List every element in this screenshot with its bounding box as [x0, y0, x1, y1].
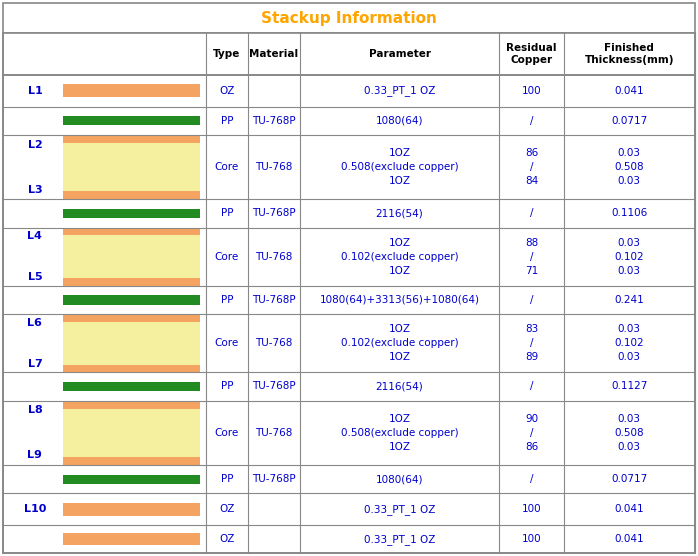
Text: 2116(54): 2116(54): [376, 208, 424, 219]
Text: L9: L9: [27, 450, 43, 460]
Bar: [3, 33, 695, 75]
Text: 100: 100: [521, 534, 542, 544]
Bar: [3, 3, 695, 33]
Text: 1OZ
0.102(exclude copper)
1OZ: 1OZ 0.102(exclude copper) 1OZ: [341, 238, 459, 276]
Bar: [3, 75, 695, 553]
Text: /: /: [530, 208, 533, 219]
Text: /: /: [530, 295, 533, 305]
Text: 1OZ
0.508(exclude copper)
1OZ: 1OZ 0.508(exclude copper) 1OZ: [341, 414, 459, 452]
Text: 0.33_PT_1 OZ: 0.33_PT_1 OZ: [364, 534, 436, 544]
Text: /: /: [530, 116, 533, 126]
Bar: [63, 365, 200, 373]
Bar: [63, 209, 200, 218]
Bar: [63, 295, 200, 305]
Text: Finished
Thickness(mm): Finished Thickness(mm): [584, 43, 674, 66]
Bar: [63, 409, 200, 457]
Text: OZ: OZ: [219, 504, 235, 514]
Text: L8: L8: [27, 405, 43, 415]
Text: Material: Material: [249, 49, 299, 59]
Text: PP: PP: [221, 381, 233, 391]
Bar: [63, 475, 200, 484]
Text: 1OZ
0.102(exclude copper)
1OZ: 1OZ 0.102(exclude copper) 1OZ: [341, 324, 459, 363]
Bar: [63, 382, 200, 391]
Text: 0.041: 0.041: [614, 504, 644, 514]
Text: Core: Core: [215, 338, 239, 348]
Text: TU-768P: TU-768P: [252, 208, 296, 219]
Text: Core: Core: [215, 162, 239, 172]
Text: 2116(54): 2116(54): [376, 381, 424, 391]
Text: 83
/
89: 83 / 89: [525, 324, 538, 363]
Text: 1080(64): 1080(64): [376, 474, 424, 484]
Text: L3: L3: [28, 185, 42, 195]
Bar: [63, 84, 200, 97]
Text: TU-768P: TU-768P: [252, 116, 296, 126]
Text: 0.0717: 0.0717: [611, 474, 647, 484]
Text: 0.1106: 0.1106: [611, 208, 647, 219]
Text: 1080(64)+3313(56)+1080(64): 1080(64)+3313(56)+1080(64): [320, 295, 480, 305]
Text: 0.0717: 0.0717: [611, 116, 647, 126]
Bar: [63, 191, 200, 199]
Text: 0.03
0.508
0.03: 0.03 0.508 0.03: [614, 414, 644, 452]
Text: 0.041: 0.041: [614, 534, 644, 544]
Text: PP: PP: [221, 208, 233, 219]
Text: TU-768P: TU-768P: [252, 474, 296, 484]
Text: 0.03
0.508
0.03: 0.03 0.508 0.03: [614, 148, 644, 186]
Text: TU-768: TU-768: [255, 428, 292, 438]
Text: TU-768: TU-768: [255, 338, 292, 348]
Text: TU-768P: TU-768P: [252, 381, 296, 391]
Bar: [63, 533, 200, 545]
Bar: [63, 227, 200, 235]
Text: OZ: OZ: [219, 534, 235, 544]
Text: /: /: [530, 474, 533, 484]
Text: L4: L4: [27, 231, 43, 241]
Text: Parameter: Parameter: [369, 49, 431, 59]
Bar: [63, 235, 200, 278]
Text: TU-768: TU-768: [255, 252, 292, 262]
Text: PP: PP: [221, 116, 233, 126]
Bar: [63, 401, 200, 409]
Text: Stackup Information: Stackup Information: [261, 11, 437, 26]
Bar: [63, 322, 200, 365]
Text: L6: L6: [27, 318, 43, 328]
Bar: [63, 135, 200, 143]
Text: 0.03
0.102
0.03: 0.03 0.102 0.03: [614, 324, 644, 363]
Text: 0.33_PT_1 OZ: 0.33_PT_1 OZ: [364, 504, 436, 515]
Text: L10: L10: [24, 504, 46, 514]
Text: L5: L5: [28, 272, 42, 282]
Text: PP: PP: [221, 474, 233, 484]
Text: 100: 100: [521, 86, 542, 96]
Text: 0.041: 0.041: [614, 86, 644, 96]
Text: Core: Core: [215, 428, 239, 438]
Text: TU-768: TU-768: [255, 162, 292, 172]
Text: 100: 100: [521, 504, 542, 514]
Text: Residual
Copper: Residual Copper: [506, 43, 557, 66]
Text: L2: L2: [27, 140, 43, 150]
Text: 90
/
86: 90 / 86: [525, 414, 538, 452]
Text: 1OZ
0.508(exclude copper)
1OZ: 1OZ 0.508(exclude copper) 1OZ: [341, 148, 459, 186]
Text: 0.1127: 0.1127: [611, 381, 648, 391]
Text: /: /: [530, 381, 533, 391]
Bar: [63, 503, 200, 516]
Text: OZ: OZ: [219, 86, 235, 96]
Text: 1080(64): 1080(64): [376, 116, 424, 126]
Bar: [63, 457, 200, 465]
Text: L7: L7: [27, 359, 43, 369]
Text: Type: Type: [213, 49, 241, 59]
Text: 88
/
71: 88 / 71: [525, 238, 538, 276]
Bar: [63, 278, 200, 286]
Bar: [63, 314, 200, 322]
Text: 0.03
0.102
0.03: 0.03 0.102 0.03: [614, 238, 644, 276]
Text: Core: Core: [215, 252, 239, 262]
Text: PP: PP: [221, 295, 233, 305]
Text: 86
/
84: 86 / 84: [525, 148, 538, 186]
Text: TU-768P: TU-768P: [252, 295, 296, 305]
Text: 0.241: 0.241: [614, 295, 644, 305]
Text: L1: L1: [27, 86, 43, 96]
Text: 0.33_PT_1 OZ: 0.33_PT_1 OZ: [364, 85, 436, 96]
Bar: [63, 143, 200, 191]
Bar: [63, 116, 200, 125]
